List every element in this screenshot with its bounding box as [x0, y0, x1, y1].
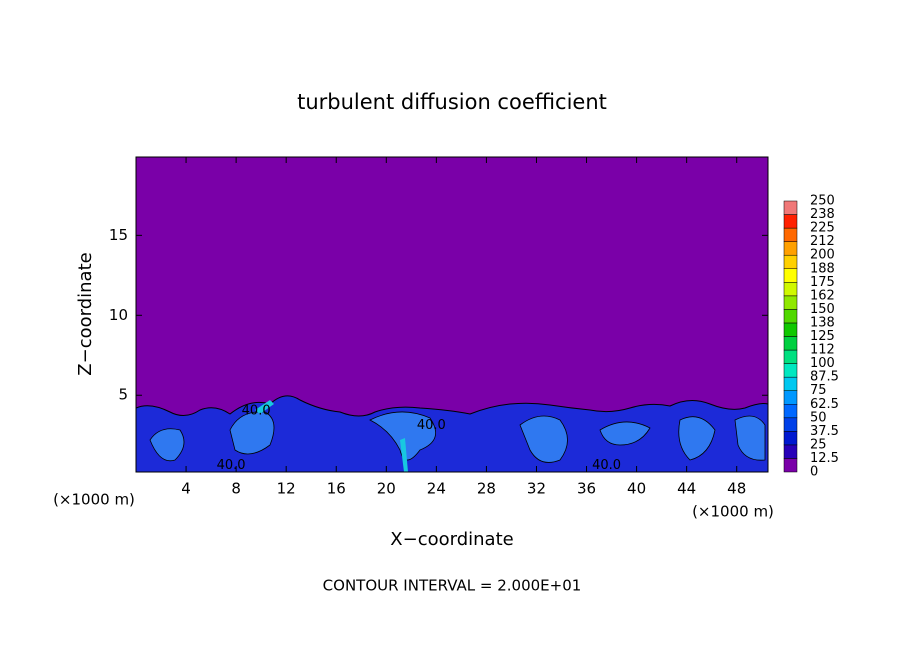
colorbar-label: 37.5 [810, 424, 839, 439]
y-tick-label: 5 [118, 386, 128, 404]
x-tick-label: 16 [327, 480, 346, 498]
x-tick-label: 44 [677, 480, 696, 498]
field-layer [136, 395, 768, 472]
colorbar-label: 175 [810, 275, 835, 290]
y-tick-label: 15 [109, 226, 128, 244]
colorbar-swatch [783, 417, 798, 432]
colorbar-label: 100 [810, 356, 835, 371]
colorbar-label: 62.5 [810, 397, 839, 412]
colorbar-label: 87.5 [810, 370, 839, 385]
colorbar-swatch [783, 390, 798, 405]
colorbar-label: 12.5 [810, 451, 839, 466]
colorbar-swatch [783, 214, 798, 229]
colorbar-swatch [783, 363, 798, 378]
x-tick-label: 28 [477, 480, 496, 498]
colorbar-swatch [783, 404, 798, 419]
chart-title: turbulent diffusion coefficient [297, 90, 607, 114]
colorbar-label: 150 [810, 302, 835, 317]
colorbar-swatch [783, 309, 798, 324]
field-layer [149, 411, 766, 463]
colorbar-label: 25 [810, 437, 827, 452]
x-tick-label: 24 [427, 480, 446, 498]
contour-label: 40.0 [217, 458, 246, 473]
x-unit: (×1000 m) [692, 503, 774, 521]
colorbar-swatch [783, 282, 798, 297]
colorbar-swatch [783, 268, 798, 283]
y-tick-label: 10 [109, 306, 128, 324]
x-tick-label: 4 [181, 480, 191, 498]
colorbar-swatch [783, 200, 798, 215]
x-tick-label: 32 [527, 480, 546, 498]
field [136, 395, 768, 472]
colorbar-label: 162 [810, 288, 835, 303]
colorbar-swatch [783, 444, 798, 459]
contour-label: 40.0 [417, 418, 446, 433]
colorbar-label: 138 [810, 315, 835, 330]
colorbar-swatch [783, 227, 798, 242]
x-tick-label: 8 [231, 480, 241, 498]
colorbar-label: 0 [810, 465, 818, 480]
colorbar-swatch [783, 349, 798, 364]
x-tick-label: 12 [277, 480, 296, 498]
y-axis-title: Z−coordinate [75, 252, 96, 375]
x-axis-title: X−coordinate [390, 529, 513, 550]
colorbar-swatch [783, 431, 798, 446]
x-unit: (×1000 m) [53, 491, 135, 509]
contour-label: 40.0 [242, 404, 271, 419]
x-tick-label: 48 [727, 480, 746, 498]
colorbar-swatch [783, 241, 798, 256]
colorbar-swatch [783, 458, 798, 473]
colorbar-swatch [783, 322, 798, 337]
colorbar-label: 250 [810, 194, 835, 209]
colorbar-label: 200 [810, 248, 835, 263]
colorbar-label: 112 [810, 343, 835, 358]
colorbar-label: 238 [810, 207, 835, 222]
x-tick-label: 20 [377, 480, 396, 498]
colorbar-label: 50 [810, 410, 827, 425]
x-tick-label: 40 [627, 480, 646, 498]
footer: CONTOUR INTERVAL = 2.000E+01 [323, 577, 582, 595]
contour-label: 40.0 [592, 458, 621, 473]
colorbar-swatch [783, 295, 798, 310]
colorbar-label: 212 [810, 234, 835, 249]
plot-frame [135, 156, 769, 473]
colorbar-swatch [783, 376, 798, 391]
colorbar-swatch [783, 254, 798, 269]
colorbar-label: 75 [810, 383, 827, 398]
colorbar-label: 125 [810, 329, 835, 344]
x-tick-label: 36 [577, 480, 596, 498]
colorbar-label: 188 [810, 261, 835, 276]
colorbar-swatch [783, 336, 798, 351]
colorbar-label: 225 [810, 221, 835, 236]
